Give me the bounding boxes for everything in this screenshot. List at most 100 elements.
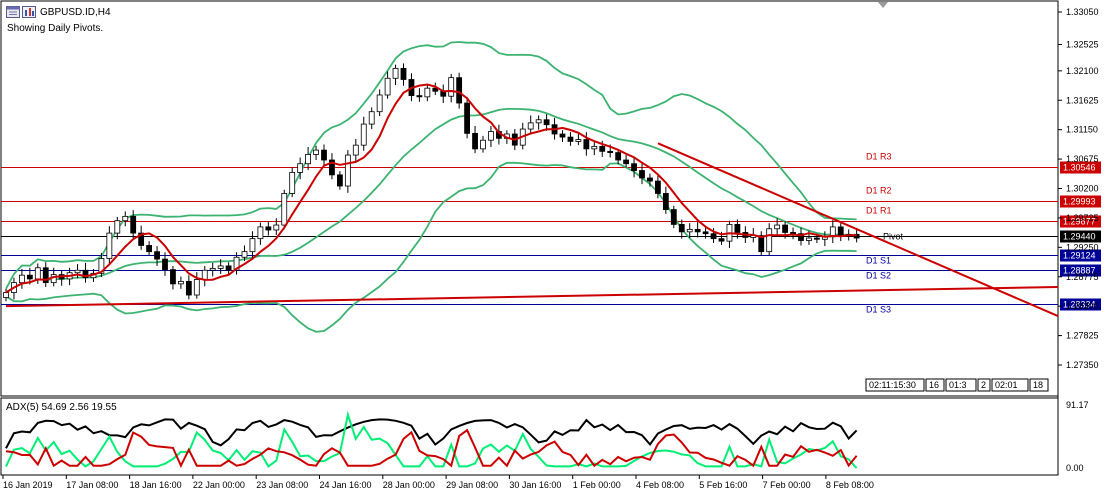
time-badge-label: 16	[929, 380, 939, 390]
chart-bars-icon[interactable]	[22, 6, 36, 18]
time-badge	[991, 378, 1029, 392]
pivot-label: D1 R3	[866, 152, 892, 162]
candle-body	[575, 139, 582, 142]
time-tick-label: 1 Feb 00:00	[573, 480, 621, 490]
candle-body	[289, 171, 296, 194]
candle-body	[670, 209, 677, 225]
candle-body	[662, 193, 669, 210]
candle-body	[273, 224, 280, 231]
candle-body	[480, 139, 486, 150]
time-axis: 16 Jan 2019 17 Jan 08:00 18 Jan 16:00 22 Ja…	[2, 475, 874, 490]
candle-body	[170, 269, 176, 285]
candle-body	[806, 237, 812, 241]
time-badge	[945, 378, 977, 392]
candle-body	[567, 136, 574, 142]
candle-body	[702, 231, 709, 235]
candle-body	[146, 245, 153, 253]
candle-body	[814, 237, 820, 240]
candle-body	[114, 220, 121, 234]
candle-body	[758, 235, 765, 253]
candle-body	[352, 144, 359, 156]
candle-body	[106, 232, 113, 259]
candle-body	[313, 149, 319, 155]
bollinger-bands	[5, 41, 857, 333]
candle-body	[694, 228, 701, 233]
time-badge-label: 02:01	[995, 380, 1018, 390]
candle-body	[456, 77, 463, 104]
pivot-label: D1 R1	[866, 206, 892, 216]
time-badge-label: 02:11:15:30	[869, 380, 916, 390]
pivot-price-tag	[1060, 249, 1101, 262]
adx-axis-top: 91.17	[1066, 400, 1089, 410]
candle-body	[329, 159, 335, 176]
chart-shift-arrow-icon[interactable]	[878, 2, 888, 8]
candle-body	[591, 145, 598, 150]
adx-main-line	[5, 418, 858, 449]
price-tick-label: 1.28775	[1066, 272, 1099, 282]
candle-body	[631, 163, 637, 171]
time-badge	[865, 378, 925, 392]
time-tick-label: 18 Jan 16:00	[130, 480, 182, 490]
candle-body	[607, 150, 614, 153]
candle-body	[185, 280, 192, 296]
candle-body	[559, 133, 566, 138]
candle-body	[623, 159, 629, 165]
time-tick-label: 16 Jan 2019	[3, 480, 53, 490]
candle-body	[710, 233, 717, 240]
pivot-price-tag-label: 1.28334	[1063, 300, 1096, 310]
candle-body	[615, 152, 622, 161]
candle-body	[162, 258, 168, 271]
candle-body	[837, 226, 844, 236]
candle-body	[249, 238, 256, 253]
time-badge	[925, 378, 945, 392]
pivot-label: D1 S3	[866, 305, 891, 315]
pivot-price-tag	[1060, 298, 1101, 311]
candle-body	[599, 145, 606, 152]
candle-body	[130, 215, 137, 234]
candle-body	[265, 226, 272, 231]
trendlines[interactable]	[5, 142, 1059, 317]
chart-symbol-title: GBPUSD.ID,H4	[40, 7, 111, 18]
price-tick-label: 1.29725	[1066, 213, 1099, 223]
candle-body	[281, 193, 288, 226]
candle-body	[74, 269, 81, 274]
time-tick-label: 23 Jan 08:00	[256, 480, 308, 490]
candle-body	[344, 154, 351, 187]
candle-body	[321, 149, 327, 161]
ma-line	[5, 83, 857, 294]
price-tick-label: 1.27350	[1066, 360, 1099, 370]
bollinger-upper	[5, 41, 857, 290]
candle-body	[193, 279, 200, 296]
pivot-price-tag	[1060, 230, 1101, 243]
candle-body	[766, 228, 773, 253]
candlesticks	[3, 63, 860, 302]
indicator-note: Showing Daily Pivots.	[7, 23, 104, 34]
chart-window-icon[interactable]	[6, 6, 20, 18]
pivot-label: D1 S2	[866, 271, 891, 281]
pivot-price-tag-label: 1.28887	[1063, 266, 1096, 276]
pivot-price-tag	[1060, 215, 1101, 228]
candle-body	[305, 154, 312, 165]
adx-minus-di-line	[5, 428, 858, 469]
pivot-price-tag	[1060, 264, 1101, 277]
candle-body	[678, 224, 685, 233]
candle-body	[734, 224, 741, 233]
candle-body	[3, 292, 9, 298]
candle-body	[424, 87, 431, 98]
time-tick-label: 17 Jan 08:00	[66, 480, 118, 490]
time-tick-label: 24 Jan 16:00	[320, 480, 372, 490]
candle-body	[241, 251, 248, 258]
time-badge-label: 2	[981, 380, 986, 390]
time-tick-label: 28 Jan 00:00	[383, 480, 435, 490]
time-tick-label: 5 Feb 16:00	[699, 480, 747, 490]
candle-body	[26, 274, 33, 280]
candle-body	[543, 119, 550, 126]
candle-body	[583, 139, 590, 150]
pivot-price-tag-label: 1.29993	[1063, 197, 1096, 207]
candle-body	[774, 224, 781, 230]
candle-body	[432, 87, 439, 92]
pivot-price-tag-label: 1.29124	[1063, 251, 1096, 261]
candle-body	[368, 111, 375, 125]
price-tick-label: 1.27825	[1066, 331, 1099, 341]
